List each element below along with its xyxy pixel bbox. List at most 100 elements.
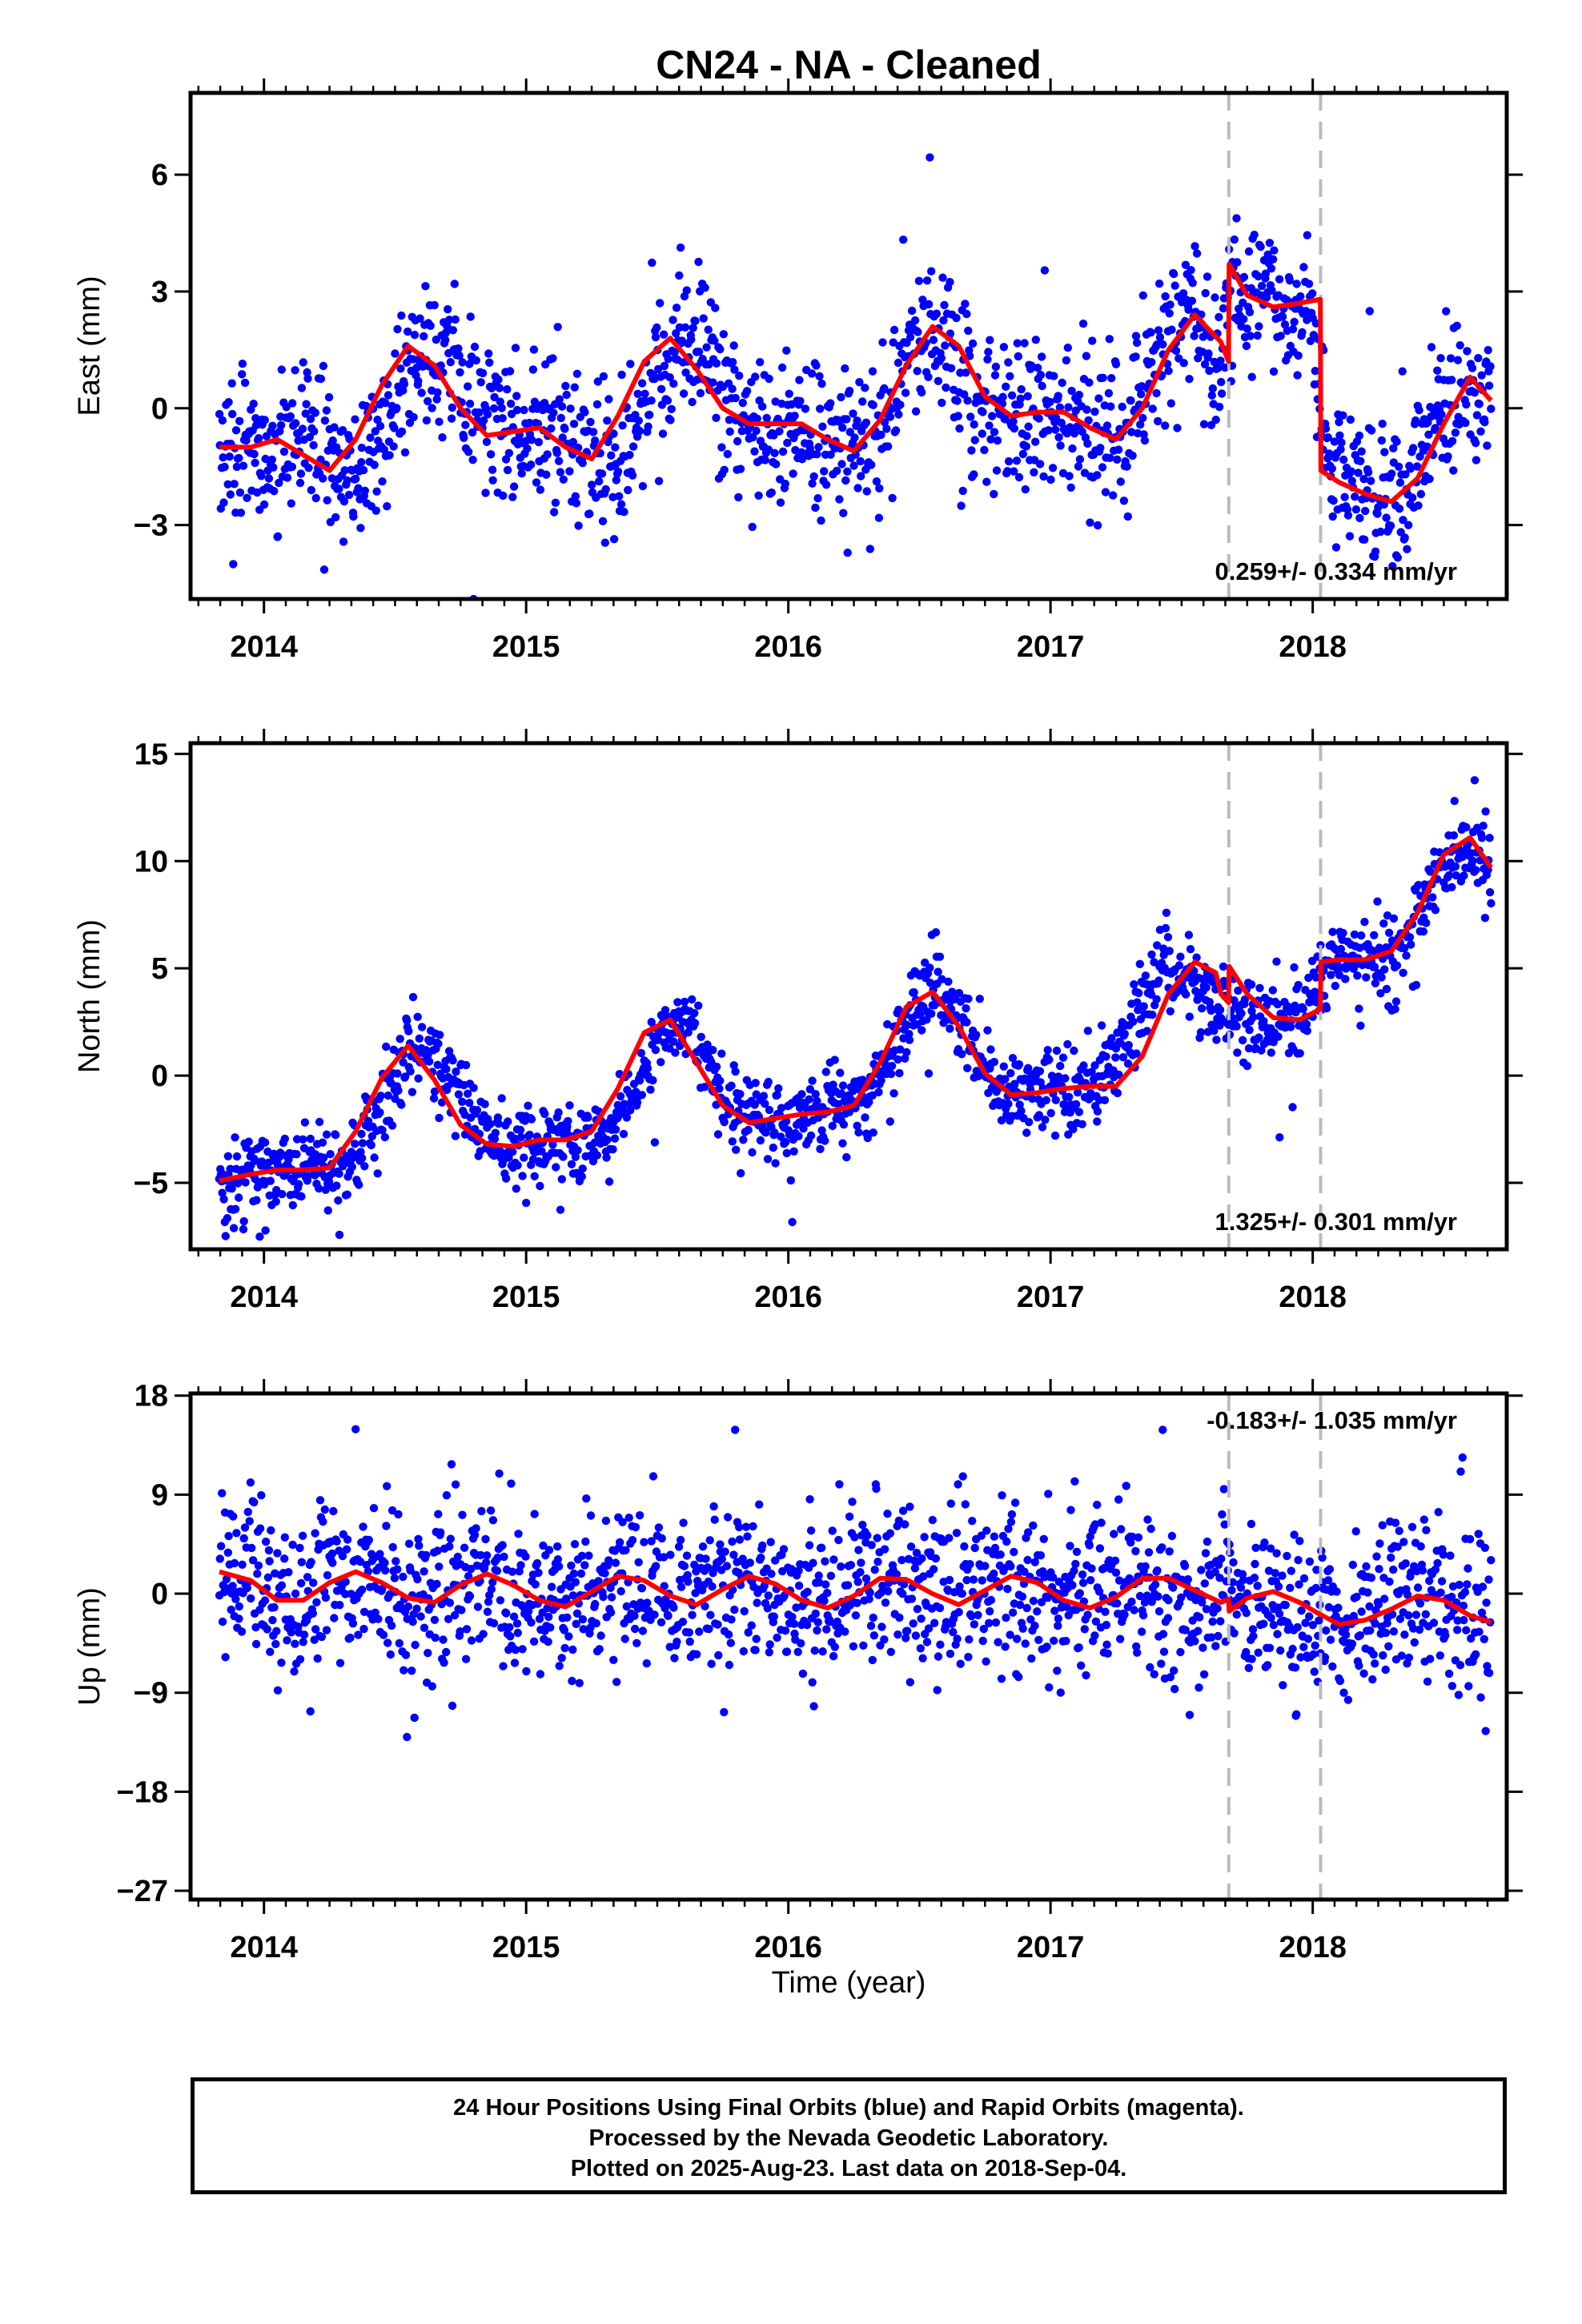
data-point bbox=[674, 1542, 684, 1551]
data-point bbox=[505, 367, 515, 376]
data-point bbox=[528, 365, 538, 374]
data-point bbox=[874, 1088, 883, 1097]
data-point bbox=[223, 1214, 232, 1223]
data-point bbox=[693, 1650, 701, 1659]
data-point bbox=[239, 1224, 248, 1234]
data-point bbox=[910, 316, 920, 325]
data-point bbox=[1132, 1642, 1141, 1651]
data-point bbox=[985, 421, 994, 430]
data-point bbox=[822, 1625, 831, 1634]
data-point bbox=[592, 400, 602, 409]
data-point bbox=[418, 362, 428, 371]
data-point bbox=[508, 1567, 517, 1576]
data-point bbox=[286, 412, 295, 421]
data-point bbox=[1030, 468, 1038, 476]
data-point bbox=[637, 1091, 646, 1100]
data-point bbox=[1198, 1598, 1207, 1607]
data-point bbox=[889, 1089, 898, 1098]
data-point bbox=[340, 466, 349, 475]
data-point bbox=[631, 1522, 640, 1532]
data-point bbox=[343, 476, 351, 485]
data-point bbox=[744, 1125, 753, 1135]
data-point bbox=[315, 1496, 325, 1505]
data-point bbox=[1267, 264, 1276, 273]
data-point bbox=[396, 1035, 404, 1043]
data-point bbox=[617, 370, 626, 380]
data-point bbox=[873, 1558, 882, 1566]
data-point bbox=[789, 469, 797, 478]
data-point bbox=[816, 1144, 825, 1154]
data-point bbox=[417, 388, 426, 397]
data-point bbox=[970, 470, 978, 479]
data-point bbox=[920, 1533, 929, 1542]
data-point bbox=[702, 343, 711, 352]
data-point bbox=[322, 1130, 331, 1139]
data-point bbox=[1119, 497, 1129, 505]
data-point bbox=[484, 1598, 493, 1606]
data-point bbox=[551, 498, 560, 507]
data-point bbox=[634, 416, 643, 425]
data-point bbox=[503, 465, 512, 475]
data-point bbox=[888, 493, 897, 503]
data-point bbox=[725, 1660, 734, 1670]
data-point bbox=[1276, 332, 1285, 340]
data-point bbox=[467, 1636, 476, 1645]
data-point bbox=[227, 1184, 236, 1193]
y-tick-label: 15 bbox=[135, 738, 168, 771]
chart-title: CN24 - NA - Cleaned bbox=[656, 42, 1042, 87]
data-point bbox=[1290, 317, 1299, 327]
data-point bbox=[287, 499, 295, 508]
data-point bbox=[935, 1603, 945, 1613]
data-point bbox=[644, 422, 652, 431]
data-point bbox=[897, 1555, 906, 1565]
data-point bbox=[648, 1076, 657, 1085]
data-point bbox=[383, 1482, 391, 1491]
data-point bbox=[357, 1129, 366, 1139]
data-point bbox=[332, 1181, 341, 1190]
data-point bbox=[788, 1612, 797, 1622]
data-point bbox=[839, 509, 848, 517]
data-point bbox=[729, 1550, 738, 1559]
data-point bbox=[728, 384, 737, 393]
data-point bbox=[500, 1552, 508, 1562]
data-point bbox=[1197, 1004, 1207, 1013]
data-point bbox=[1386, 521, 1395, 530]
data-point bbox=[1460, 871, 1468, 880]
data-point bbox=[1294, 351, 1303, 360]
data-point bbox=[1416, 489, 1426, 499]
data-point bbox=[1219, 962, 1228, 971]
data-point bbox=[535, 1614, 544, 1623]
data-point bbox=[954, 988, 964, 998]
data-point bbox=[357, 458, 366, 467]
data-point bbox=[889, 338, 897, 347]
data-point bbox=[598, 517, 608, 525]
data-point bbox=[956, 1659, 965, 1668]
data-point bbox=[370, 460, 379, 469]
data-point bbox=[607, 451, 616, 460]
data-point bbox=[988, 412, 997, 420]
data-point bbox=[1265, 1643, 1275, 1652]
data-point bbox=[706, 1610, 715, 1619]
data-point bbox=[499, 491, 508, 501]
data-point bbox=[404, 1602, 413, 1611]
data-point bbox=[1158, 340, 1167, 349]
data-point bbox=[238, 1560, 247, 1570]
data-point bbox=[1133, 428, 1142, 438]
data-point bbox=[954, 412, 963, 420]
data-point bbox=[460, 1543, 469, 1552]
data-point bbox=[958, 1050, 966, 1059]
data-point bbox=[930, 1565, 938, 1574]
data-point bbox=[869, 1631, 879, 1640]
data-point bbox=[766, 1538, 775, 1546]
data-point bbox=[580, 408, 589, 416]
data-point bbox=[1295, 1537, 1304, 1546]
data-point bbox=[801, 404, 810, 413]
data-point bbox=[1323, 433, 1333, 442]
data-point bbox=[1106, 453, 1114, 462]
data-point bbox=[1106, 402, 1115, 411]
data-point bbox=[727, 1615, 736, 1624]
data-point bbox=[260, 416, 269, 424]
data-point bbox=[416, 1612, 425, 1621]
data-point bbox=[1051, 413, 1061, 423]
data-point bbox=[859, 1641, 868, 1650]
